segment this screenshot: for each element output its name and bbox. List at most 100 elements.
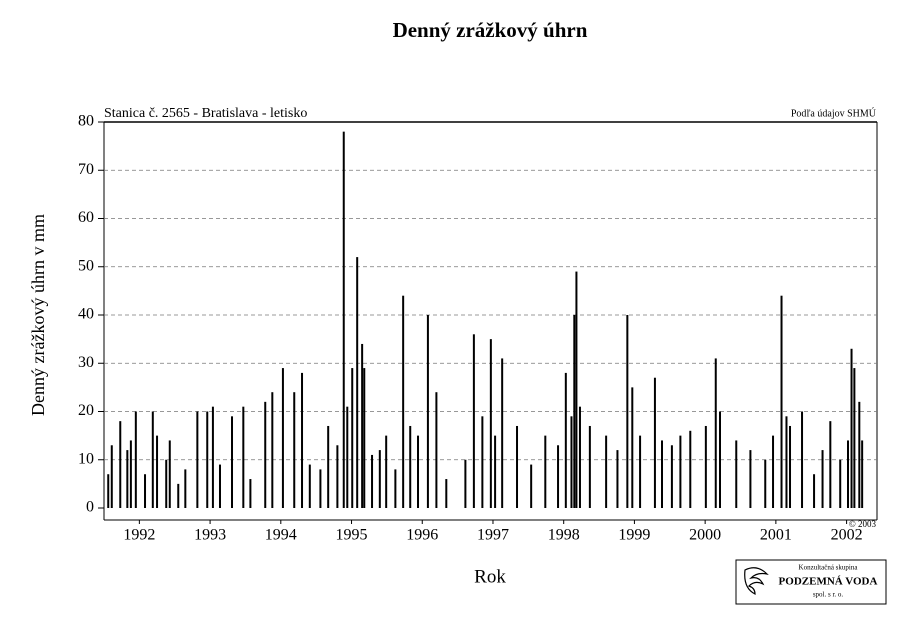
bar [494, 435, 497, 508]
bar [839, 459, 842, 508]
bar [351, 368, 354, 508]
chart-title: Denný zrážkový úhrn [393, 18, 588, 42]
bar [151, 411, 154, 508]
bar [853, 368, 856, 508]
bar [177, 483, 180, 508]
x-tick-label: 1993 [194, 527, 226, 544]
logo-box [735, 559, 887, 605]
bar [780, 295, 783, 508]
bar [575, 271, 578, 508]
bar [850, 348, 853, 508]
bar [616, 450, 619, 508]
bar [293, 392, 296, 508]
bar [168, 440, 171, 508]
y-tick-label: 60 [78, 209, 94, 226]
x-tick-label: 1998 [548, 527, 580, 544]
bar [184, 469, 187, 508]
bar [242, 406, 245, 508]
bar [129, 440, 132, 508]
bar [735, 440, 738, 508]
bar [371, 454, 374, 508]
bar [626, 315, 629, 508]
bar [378, 450, 381, 508]
bar [342, 131, 345, 508]
bar [801, 411, 804, 508]
y-tick-label: 50 [78, 257, 94, 274]
station-label: Stanica č. 2565 - Bratislava - letisko [104, 106, 307, 121]
bar [281, 368, 284, 508]
bar [564, 372, 567, 508]
bar [426, 315, 429, 508]
y-tick-label: 0 [86, 499, 94, 516]
bar [718, 411, 721, 508]
bar [489, 339, 492, 508]
bar [231, 416, 234, 508]
bar [206, 411, 209, 508]
bar [570, 416, 573, 508]
bar [144, 474, 147, 508]
bar [134, 411, 137, 508]
bar [631, 387, 634, 508]
bar [435, 392, 438, 508]
bar [573, 315, 576, 508]
bar [211, 406, 214, 508]
bar [789, 425, 792, 508]
y-tick-label: 10 [78, 450, 94, 467]
x-tick-label: 1992 [123, 527, 155, 544]
bar [394, 469, 397, 508]
bar [704, 425, 707, 508]
logo: Konzultačná skupina PODZEMNÁ VODA spol. … [735, 559, 887, 605]
bar [516, 425, 519, 508]
bar [472, 334, 475, 508]
bar [363, 368, 366, 508]
x-axis-label: Rok [474, 566, 506, 587]
bar [319, 469, 322, 508]
bar [107, 474, 110, 508]
bar [689, 430, 692, 508]
bar [588, 425, 591, 508]
bar [557, 445, 560, 508]
logo-line: Konzultačná skupina [799, 564, 859, 572]
bar [165, 459, 168, 508]
bar [119, 421, 122, 508]
bar [308, 464, 311, 508]
y-tick-label: 40 [78, 306, 94, 323]
bar [785, 416, 788, 508]
bar [670, 445, 673, 508]
x-tick-label: 1997 [477, 527, 509, 544]
bar [530, 464, 533, 508]
bar [327, 425, 330, 508]
logo-line: spol. s r. o. [813, 591, 844, 599]
x-tick-label: 2001 [760, 527, 792, 544]
bar [829, 421, 832, 508]
bar [749, 450, 752, 508]
bar [661, 440, 664, 508]
y-tick-label: 70 [78, 161, 94, 178]
bar [714, 358, 717, 508]
x-tick-label: 1994 [265, 527, 297, 544]
bar [772, 435, 775, 508]
bar [156, 435, 159, 508]
copyright: © 2003 [849, 519, 877, 529]
bar [409, 425, 412, 508]
bar [361, 343, 364, 508]
bar [417, 435, 420, 508]
source-label: Podľa údajov SHMÚ [791, 107, 877, 119]
bar [356, 257, 359, 508]
y-tick-label: 30 [78, 354, 94, 371]
bar [605, 435, 608, 508]
bar [464, 459, 467, 508]
bar [445, 479, 448, 508]
bar [847, 440, 850, 508]
bar [639, 435, 642, 508]
logo-line: PODZEMNÁ VODA [779, 576, 878, 588]
bar [385, 435, 388, 508]
y-tick-label: 80 [78, 113, 94, 130]
y-tick-label: 20 [78, 402, 94, 419]
bar [264, 401, 267, 508]
y-axis-label: Denný zrážkový úhrn v mm [28, 214, 48, 416]
bar [861, 440, 864, 508]
x-tick-label: 1996 [406, 527, 438, 544]
bar [821, 450, 824, 508]
